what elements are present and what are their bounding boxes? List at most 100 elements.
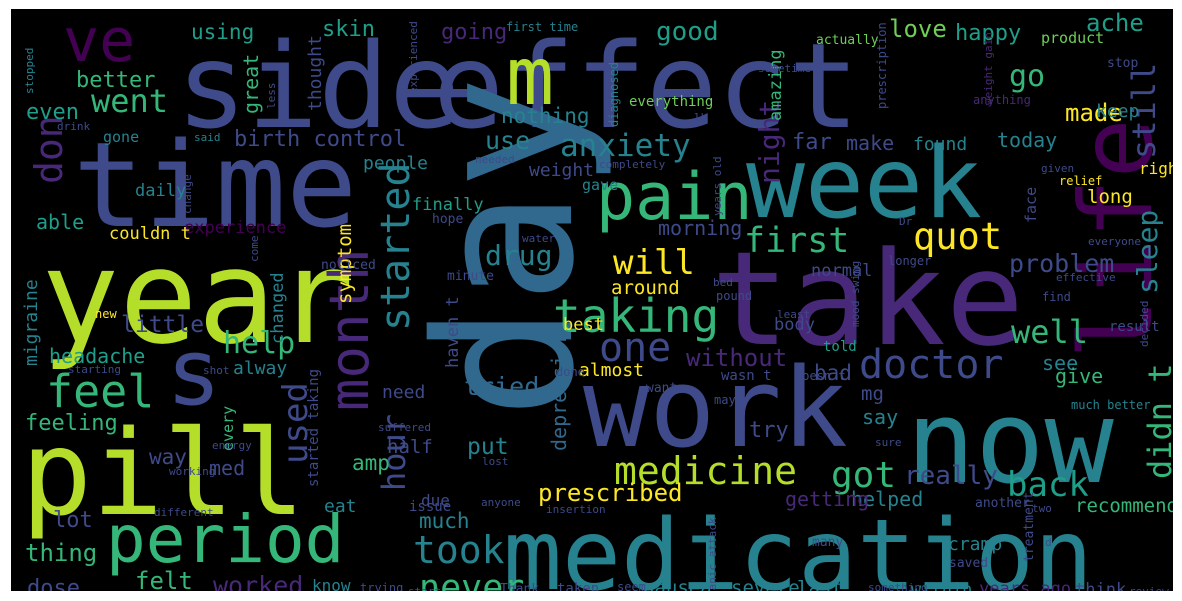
word-better: better xyxy=(76,68,155,93)
word-quot: quot xyxy=(913,215,1002,258)
word-face: face xyxy=(1022,187,1040,223)
word-best: best xyxy=(563,315,604,335)
word-may: may xyxy=(714,393,736,407)
word-will: will xyxy=(613,243,695,283)
word-try: try xyxy=(749,418,789,443)
word-alway: alway xyxy=(233,358,287,379)
word-ache: ache xyxy=(1086,9,1144,37)
word-take: take xyxy=(711,223,1024,375)
word-started-taking: started taking xyxy=(306,369,322,487)
word-weight-gain: weight gain xyxy=(982,32,995,105)
word-far: far xyxy=(792,130,832,155)
word-headache: headache xyxy=(49,344,145,368)
word-say: say xyxy=(862,405,898,429)
word-water: water xyxy=(522,232,555,245)
word-nothing: nothing xyxy=(501,104,590,128)
word-started: started xyxy=(373,162,419,331)
word-done: done xyxy=(556,365,585,379)
word-panic-attack: panic attack xyxy=(706,517,719,591)
word-anything: anything xyxy=(973,93,1031,107)
word-years-ago: years ago xyxy=(979,579,1071,591)
word-weight: weight xyxy=(529,160,594,181)
word-doesn-t: doesn t xyxy=(795,369,846,383)
word-dose: dose xyxy=(27,576,80,591)
word-thought: thought xyxy=(305,35,326,111)
word-said: said xyxy=(194,131,221,144)
word-completely: completely xyxy=(599,158,666,171)
word-half: half xyxy=(387,436,433,458)
word-medicine: medicine xyxy=(614,449,797,493)
word-love: love xyxy=(889,15,947,43)
word-tried: tried xyxy=(464,372,539,401)
word-trying: trying xyxy=(360,581,403,591)
word-back: back xyxy=(1007,465,1089,505)
word-result: result xyxy=(1109,319,1160,335)
word-around: around xyxy=(611,277,680,299)
word-first-time: first time xyxy=(506,20,578,34)
word-great: great xyxy=(239,54,263,114)
word-keep: keep xyxy=(1096,101,1139,122)
word-start: start xyxy=(408,585,441,591)
word-due: due xyxy=(421,491,450,510)
word-one: one xyxy=(599,325,671,371)
word-come: come xyxy=(248,236,261,263)
word-drug: drug xyxy=(485,239,552,272)
word-month: month xyxy=(318,248,381,411)
word-many: many xyxy=(812,535,843,550)
word-time: time xyxy=(73,116,357,254)
word-worked: worked xyxy=(213,571,303,591)
word-people: people xyxy=(363,153,428,174)
word-way: way xyxy=(149,445,187,469)
word-pill: pill xyxy=(21,404,305,542)
word-hope: hope xyxy=(432,212,463,227)
word-doctor: doctor xyxy=(859,342,1004,388)
word-much-better: much better xyxy=(1071,398,1150,412)
word-actually: actually xyxy=(816,33,879,48)
word-thank: Thank xyxy=(500,582,539,591)
word-product: product xyxy=(1041,29,1104,47)
word-year: year xyxy=(41,221,354,373)
word-seem: seem xyxy=(617,580,646,591)
word-mood-swing: mood swing xyxy=(849,261,862,327)
word-took: took xyxy=(413,528,505,572)
word-pain: pain xyxy=(596,160,753,235)
word-prescribed: prescribed xyxy=(538,479,683,507)
word-make: make xyxy=(846,131,894,155)
word-see: see xyxy=(1042,351,1078,375)
word-bed: bed xyxy=(713,276,733,289)
word-needed: needed xyxy=(475,153,515,166)
word-thing: thing xyxy=(25,539,97,567)
word-long: long xyxy=(1087,186,1133,208)
word-made: made xyxy=(1065,99,1123,127)
word-wasn-t: wasn t xyxy=(721,368,772,384)
word-eat: eat xyxy=(324,496,357,517)
word-taking: taking xyxy=(553,289,719,343)
word-med: med xyxy=(209,456,245,480)
word-happy: happy xyxy=(955,21,1021,46)
word-relief: relief xyxy=(1059,174,1102,188)
word-symptom: symptom xyxy=(334,224,356,304)
word-recommend: recommend xyxy=(1075,495,1173,517)
word-anxiety: anxiety xyxy=(560,128,691,164)
word-told: told xyxy=(823,339,857,355)
word-help: help xyxy=(223,326,295,361)
word-almost: almost xyxy=(579,360,644,381)
word-new: new xyxy=(95,307,117,321)
word-even: even xyxy=(26,100,79,125)
word-changed: changed xyxy=(268,272,288,344)
word-finally: finally xyxy=(412,195,484,215)
word-two: two xyxy=(1032,502,1052,515)
word-working: working xyxy=(169,465,215,478)
word-much: much xyxy=(419,509,470,533)
word-minute: minute xyxy=(447,269,494,284)
word-went: went xyxy=(91,82,168,120)
word-dr: Dr xyxy=(899,215,913,228)
word-everything: everything xyxy=(629,94,713,110)
word-found: found xyxy=(913,134,967,155)
word-medication: medication xyxy=(503,499,1093,591)
word-issue: issue xyxy=(409,499,451,515)
word-sure: sure xyxy=(875,436,902,449)
word-work: work xyxy=(583,344,848,472)
word-don: don xyxy=(27,115,71,184)
word-stop: stop xyxy=(1107,56,1138,71)
